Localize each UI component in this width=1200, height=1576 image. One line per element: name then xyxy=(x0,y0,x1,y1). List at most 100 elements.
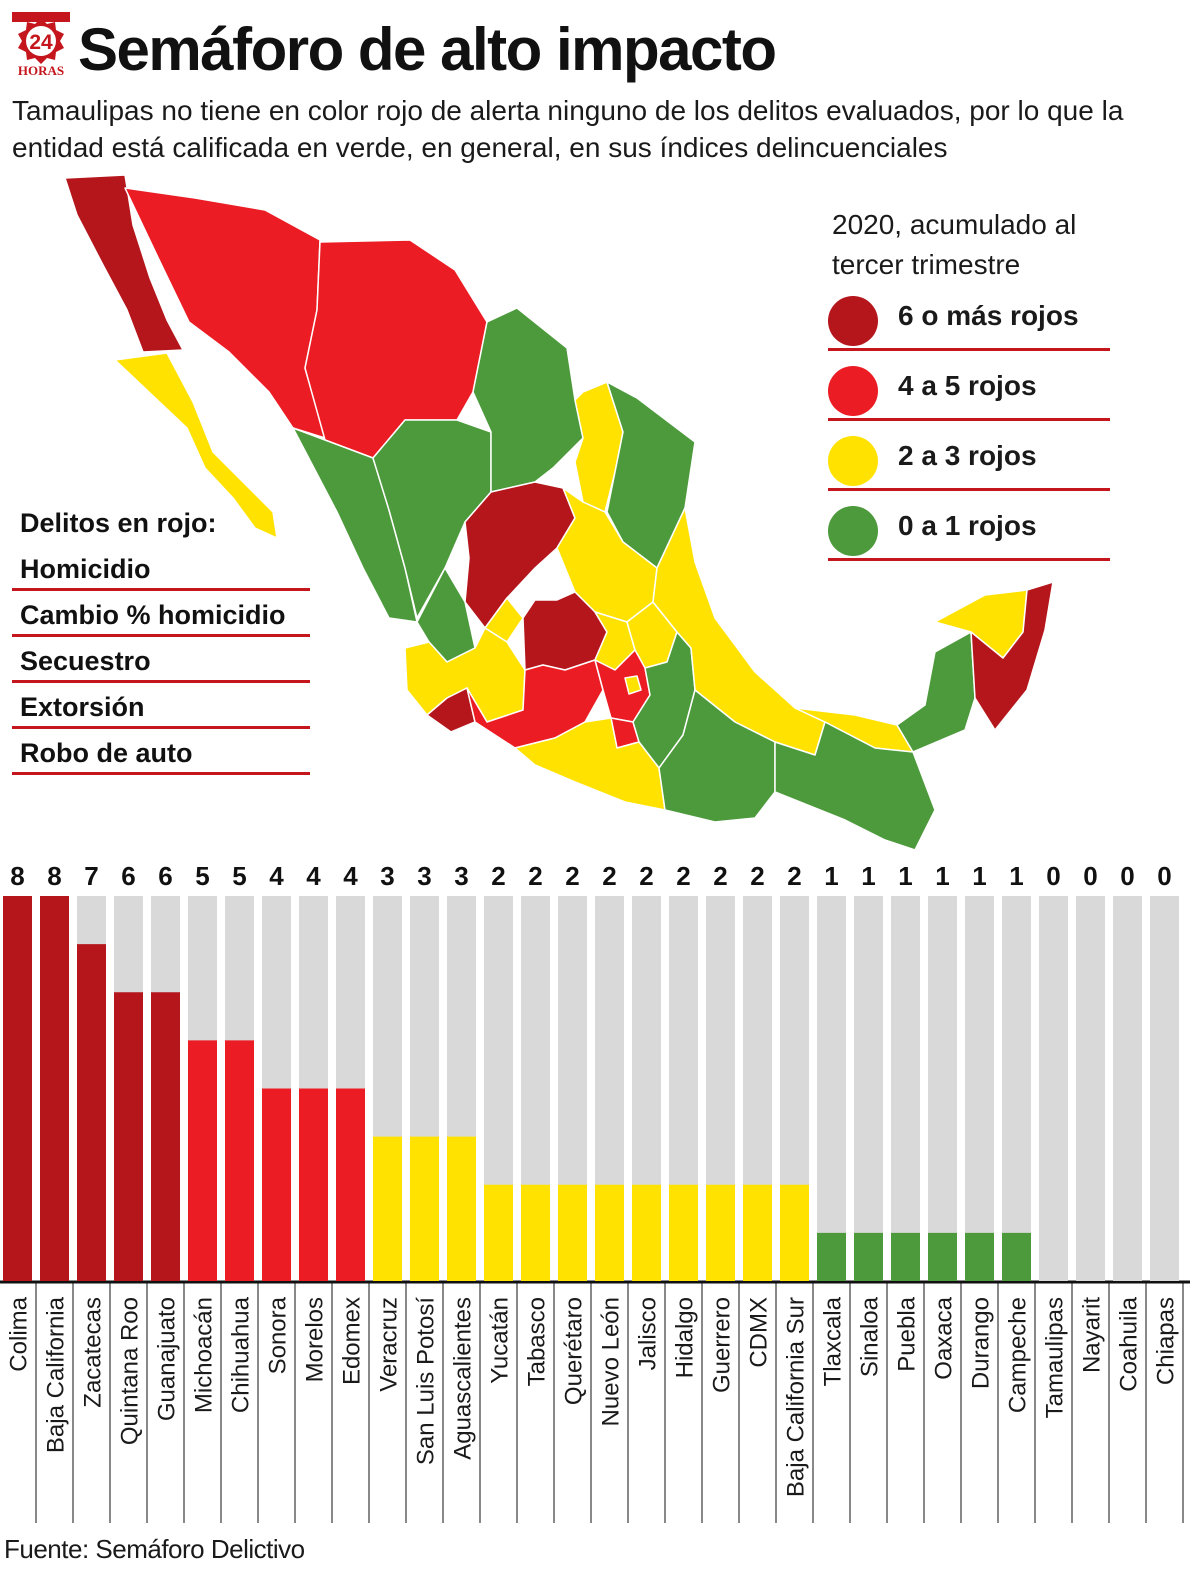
bar xyxy=(336,1088,365,1281)
bar-background xyxy=(1113,896,1142,1281)
category-label: Veracruz xyxy=(376,1297,403,1392)
bar xyxy=(595,1184,624,1281)
bar-background xyxy=(1039,896,1068,1281)
value-label: 1 xyxy=(972,861,986,891)
crime-item: Secuestro xyxy=(12,642,310,683)
source-note: Fuente: Semáforo Delictivo xyxy=(4,1534,305,1564)
value-label: 6 xyxy=(158,861,172,891)
value-label: 5 xyxy=(195,861,209,891)
category-label: Zacatecas xyxy=(80,1297,107,1408)
value-label: 4 xyxy=(306,861,321,891)
map-quintana-roo xyxy=(970,581,1054,731)
category-label: Michoacán xyxy=(191,1297,218,1413)
bar xyxy=(1002,1232,1031,1281)
legend-swatch xyxy=(828,506,878,556)
category-label: Jalisco xyxy=(635,1297,662,1370)
category-label: Baja California Sur xyxy=(783,1297,810,1497)
crime-item: Extorsión xyxy=(12,688,310,729)
map-chiapas xyxy=(774,721,936,851)
value-label: 1 xyxy=(824,861,838,891)
category-label: Durango xyxy=(968,1297,995,1389)
value-label: 7 xyxy=(84,861,98,891)
category-label: Tlaxcala xyxy=(820,1296,847,1386)
crimes-title: Delitos en rojo: xyxy=(20,508,217,538)
value-label: 2 xyxy=(639,861,653,891)
bar xyxy=(77,944,106,1281)
category-label: Morelos xyxy=(302,1297,329,1382)
category-label: Querétaro xyxy=(561,1297,588,1405)
value-label: 2 xyxy=(565,861,579,891)
value-label: 3 xyxy=(417,861,431,891)
value-label: 0 xyxy=(1046,861,1060,891)
category-label: Yucatán xyxy=(487,1297,514,1384)
category-label: Nayarit xyxy=(1079,1297,1106,1373)
legend-swatch xyxy=(828,366,878,416)
value-label: 0 xyxy=(1083,861,1097,891)
category-label: Colima xyxy=(6,1296,33,1371)
value-label: 3 xyxy=(380,861,394,891)
bar xyxy=(410,1136,439,1281)
crime-item: Robo de auto xyxy=(12,734,310,775)
category-label: Puebla xyxy=(894,1296,921,1371)
category-label: Campeche xyxy=(1005,1297,1032,1413)
map-baja-california xyxy=(64,174,184,353)
bar xyxy=(669,1184,698,1281)
value-label: 8 xyxy=(47,861,61,891)
legend-item-4-5: 4 a 5 rojos xyxy=(828,362,1110,421)
category-label: Chiapas xyxy=(1153,1297,1180,1385)
bar xyxy=(484,1184,513,1281)
category-label: Guanajuato xyxy=(154,1297,181,1421)
bar xyxy=(780,1184,809,1281)
legend-swatch xyxy=(828,296,878,346)
value-label: 2 xyxy=(602,861,616,891)
bar-background xyxy=(1150,896,1179,1281)
value-label: 6 xyxy=(121,861,135,891)
crime-item: Cambio % homicidio xyxy=(12,596,310,637)
bar xyxy=(743,1184,772,1281)
value-label: 3 xyxy=(454,861,468,891)
bar xyxy=(891,1232,920,1281)
bar xyxy=(706,1184,735,1281)
value-label: 1 xyxy=(861,861,875,891)
bar xyxy=(928,1232,957,1281)
value-label: 2 xyxy=(787,861,801,891)
value-label: 2 xyxy=(676,861,690,891)
category-label: Sinaloa xyxy=(857,1296,884,1377)
value-label: 2 xyxy=(491,861,505,891)
category-label: Baja California xyxy=(43,1296,70,1453)
legend-item-6-mas: 6 o más rojos xyxy=(828,292,1110,351)
page-title: Semáforo de alto impacto xyxy=(78,16,777,83)
legend-label: 6 o más rojos xyxy=(898,300,1079,331)
value-label: 2 xyxy=(750,861,764,891)
category-label: Coahuila xyxy=(1116,1296,1143,1391)
map-coahuila xyxy=(472,307,584,493)
crime-item: Homicidio xyxy=(12,550,310,591)
bar xyxy=(40,896,69,1281)
value-label: 8 xyxy=(10,861,24,891)
value-label: 4 xyxy=(343,861,358,891)
map-campeche xyxy=(896,631,976,753)
legend-swatch xyxy=(828,436,878,486)
category-label: Sonora xyxy=(265,1296,292,1374)
value-label: 5 xyxy=(232,861,246,891)
value-label: 0 xyxy=(1120,861,1134,891)
category-label: Nuevo León xyxy=(598,1297,625,1426)
page-subtitle: Tamaulipas no tiene en color rojo de ale… xyxy=(12,95,1124,163)
category-label: Quintana Roo xyxy=(117,1297,144,1445)
bar-background xyxy=(891,896,920,1281)
bar xyxy=(447,1136,476,1281)
value-label: 1 xyxy=(898,861,912,891)
value-label: 1 xyxy=(1009,861,1023,891)
value-label: 4 xyxy=(269,861,284,891)
bar xyxy=(521,1184,550,1281)
value-label: 2 xyxy=(713,861,727,891)
legend-item-2-3: 2 a 3 rojos xyxy=(828,432,1110,491)
legend-label: 4 a 5 rojos xyxy=(898,370,1037,401)
bar xyxy=(373,1136,402,1281)
category-label: Edomex xyxy=(339,1297,366,1385)
category-label: Hidalgo xyxy=(672,1297,699,1378)
category-label: Tabasco xyxy=(524,1297,551,1386)
legend-item-0-1: 0 a 1 rojos xyxy=(828,502,1110,561)
bar xyxy=(262,1088,291,1281)
bar xyxy=(558,1184,587,1281)
